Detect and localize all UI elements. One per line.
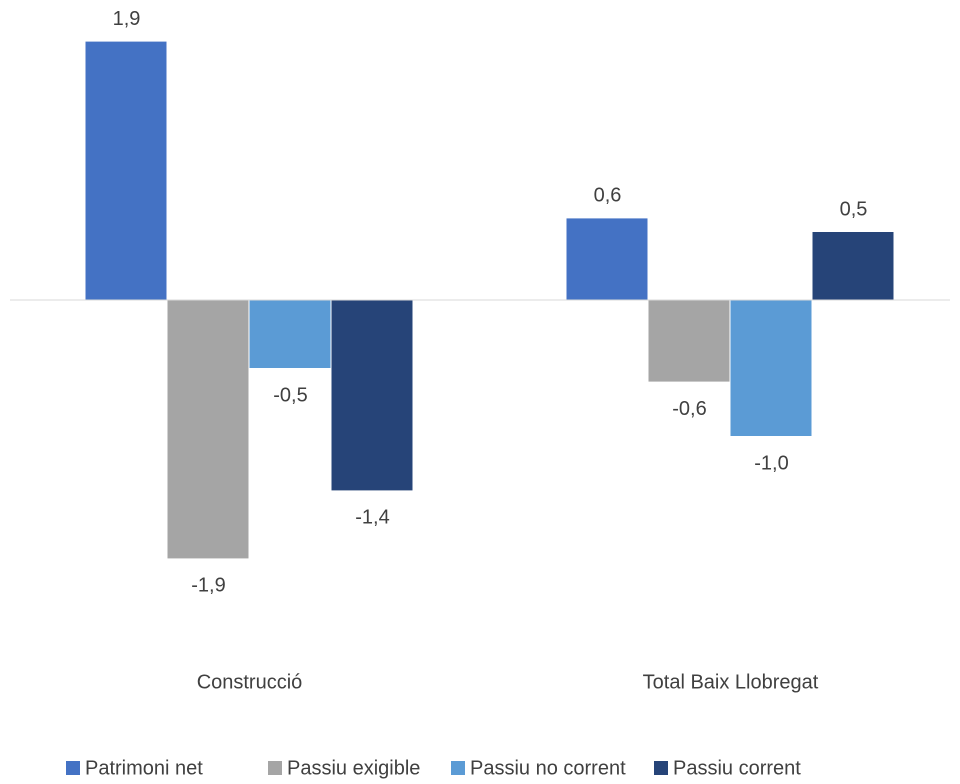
bar [648, 300, 730, 382]
legend-label: Passiu corrent [673, 757, 801, 779]
bar [566, 218, 648, 300]
bar [85, 41, 167, 300]
data-label: -1,4 [355, 507, 389, 529]
data-label: -1,0 [754, 452, 788, 474]
bar [812, 232, 894, 300]
legend-swatch [66, 761, 80, 775]
bar [331, 300, 413, 491]
data-label: 0,5 [840, 198, 868, 220]
data-label: -1,9 [191, 575, 225, 597]
data-label: 0,6 [594, 185, 622, 207]
bar [167, 300, 249, 559]
legend-label: Passiu no corrent [470, 757, 626, 779]
legend-label: Passiu exigible [287, 757, 420, 779]
legend-swatch [268, 761, 282, 775]
data-label: 1,9 [113, 8, 141, 30]
legend-label: Patrimoni net [85, 757, 203, 779]
legend-swatch [451, 761, 465, 775]
x-tick-label: Construcció [197, 671, 303, 693]
bar [730, 300, 812, 436]
legend-swatch [654, 761, 668, 775]
data-label: -0,6 [672, 398, 706, 420]
bar [249, 300, 331, 368]
data-label: -0,5 [273, 384, 307, 406]
x-tick-label: Total Baix Llobregat [643, 671, 819, 693]
